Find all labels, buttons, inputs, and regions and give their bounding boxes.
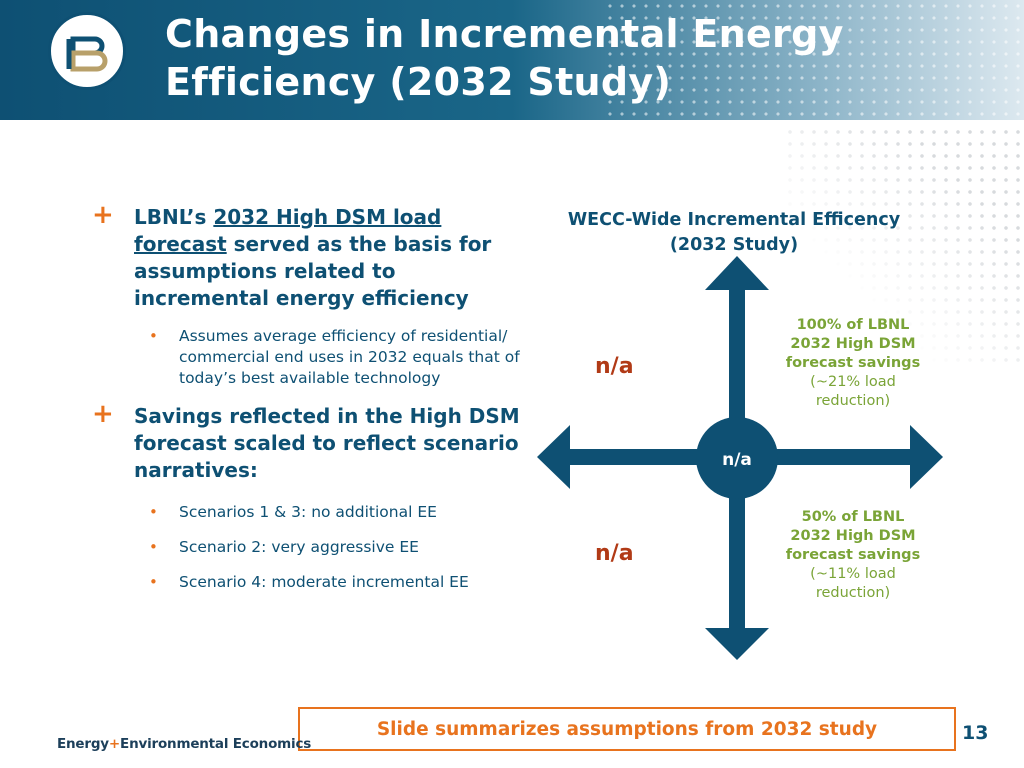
- down-arrow-icon: [705, 628, 769, 660]
- sub-bullet: • Scenarios 1 & 3: no additional EE: [92, 502, 522, 523]
- quadrant-chart-title: WECC-Wide Incremental Efficency (2032 St…: [534, 208, 934, 258]
- summary-text: Slide summarizes assumptions from 2032 s…: [376, 718, 878, 740]
- sub-bullet-text: Scenarios 1 & 3: no additional EE: [179, 503, 437, 521]
- footer-logo-word-1: Energy: [57, 736, 109, 752]
- footer-logo-word-2: Environmental Economics: [120, 736, 312, 752]
- center-circle: [696, 417, 778, 499]
- header-dot-pattern: [604, 0, 1024, 120]
- page-number: 13: [962, 722, 989, 744]
- dot-bullet-icon: •: [149, 327, 158, 345]
- background-dot-pattern: [784, 126, 1024, 366]
- note-line: (~21% load: [810, 374, 896, 390]
- footer-logo: Energy+Environmental Economics: [57, 736, 311, 752]
- lower-right-note: 50% of LBNL 2032 High DSM forecast savin…: [768, 508, 938, 603]
- note-line: 2032 High DSM: [790, 336, 916, 352]
- sub-bullet-text: Scenario 4: moderate incremental EE: [179, 573, 469, 591]
- sub-bullet: • Assumes average efficiency of residenti…: [92, 326, 522, 389]
- note-line: 2032 High DSM: [790, 528, 916, 544]
- note-line: reduction): [815, 585, 891, 601]
- horizontal-axis: [568, 449, 910, 465]
- note-line: 100% of LBNL: [796, 317, 910, 333]
- high-dsm-forecast-link[interactable]: 2032 High DSM load forecast: [134, 205, 442, 256]
- e3-logo: [48, 12, 126, 90]
- note-line: forecast savings: [785, 355, 921, 371]
- e3-logo-icon: [66, 36, 108, 72]
- left-arrow-icon: [537, 425, 570, 489]
- sub-bullet: • Scenario 4: moderate incremental EE: [92, 572, 522, 593]
- bullet-list: + LBNL’s 2032 High DSM load forecast ser…: [92, 200, 522, 603]
- bullet-1-prefix: LBNL’s: [134, 205, 214, 229]
- dot-bullet-icon: •: [149, 503, 158, 521]
- quadrant-title-line-2: (2032 Study): [669, 235, 799, 255]
- note-line: forecast savings: [785, 547, 921, 563]
- up-arrow-icon: [705, 256, 769, 290]
- bullet-2-text: Savings reflected in the High DSM foreca…: [134, 404, 520, 482]
- sub-bullet-text: Scenario 2: very aggressive EE: [179, 538, 419, 556]
- center-label: n/a: [722, 450, 752, 470]
- plus-bullet-icon: +: [92, 200, 114, 230]
- summary-callout: Slide summarizes assumptions from 2032 s…: [298, 707, 956, 751]
- main-bullet-1: + LBNL’s 2032 High DSM load forecast ser…: [92, 200, 522, 312]
- main-bullet-2: + Savings reflected in the High DSM fore…: [92, 399, 522, 484]
- dot-bullet-icon: •: [149, 573, 158, 591]
- upper-left-label: n/a: [595, 354, 634, 379]
- sub-list-2: • Scenarios 1 & 3: no additional EE • Scen…: [92, 502, 522, 593]
- sub-list-1: • Assumes average efficiency of residenti…: [92, 326, 522, 389]
- note-line: (~11% load: [810, 566, 896, 582]
- right-arrow-icon: [910, 425, 943, 489]
- footer-logo-plus: +: [108, 736, 121, 752]
- sub-bullet: • Scenario 2: very aggressive EE: [92, 537, 522, 558]
- bullet-1-suffix: served as the basis for assumptions rela…: [134, 232, 492, 310]
- header-banner: Changes in Incremental Energy Efficiency…: [0, 0, 1024, 120]
- sub-bullet-text: Assumes average efficiency of residentia…: [179, 327, 520, 387]
- lower-left-label: n/a: [595, 541, 634, 566]
- plus-bullet-icon: +: [92, 399, 114, 429]
- vertical-axis: [729, 288, 745, 630]
- dot-bullet-icon: •: [149, 538, 158, 556]
- page-title: Changes in Incremental Energy Efficiency…: [165, 12, 844, 104]
- note-line: 50% of LBNL: [801, 509, 905, 525]
- quadrant-title-line-1: WECC-Wide Incremental Efficency: [567, 210, 901, 230]
- note-line: reduction): [815, 393, 891, 409]
- upper-right-note: 100% of LBNL 2032 High DSM forecast savi…: [768, 316, 938, 411]
